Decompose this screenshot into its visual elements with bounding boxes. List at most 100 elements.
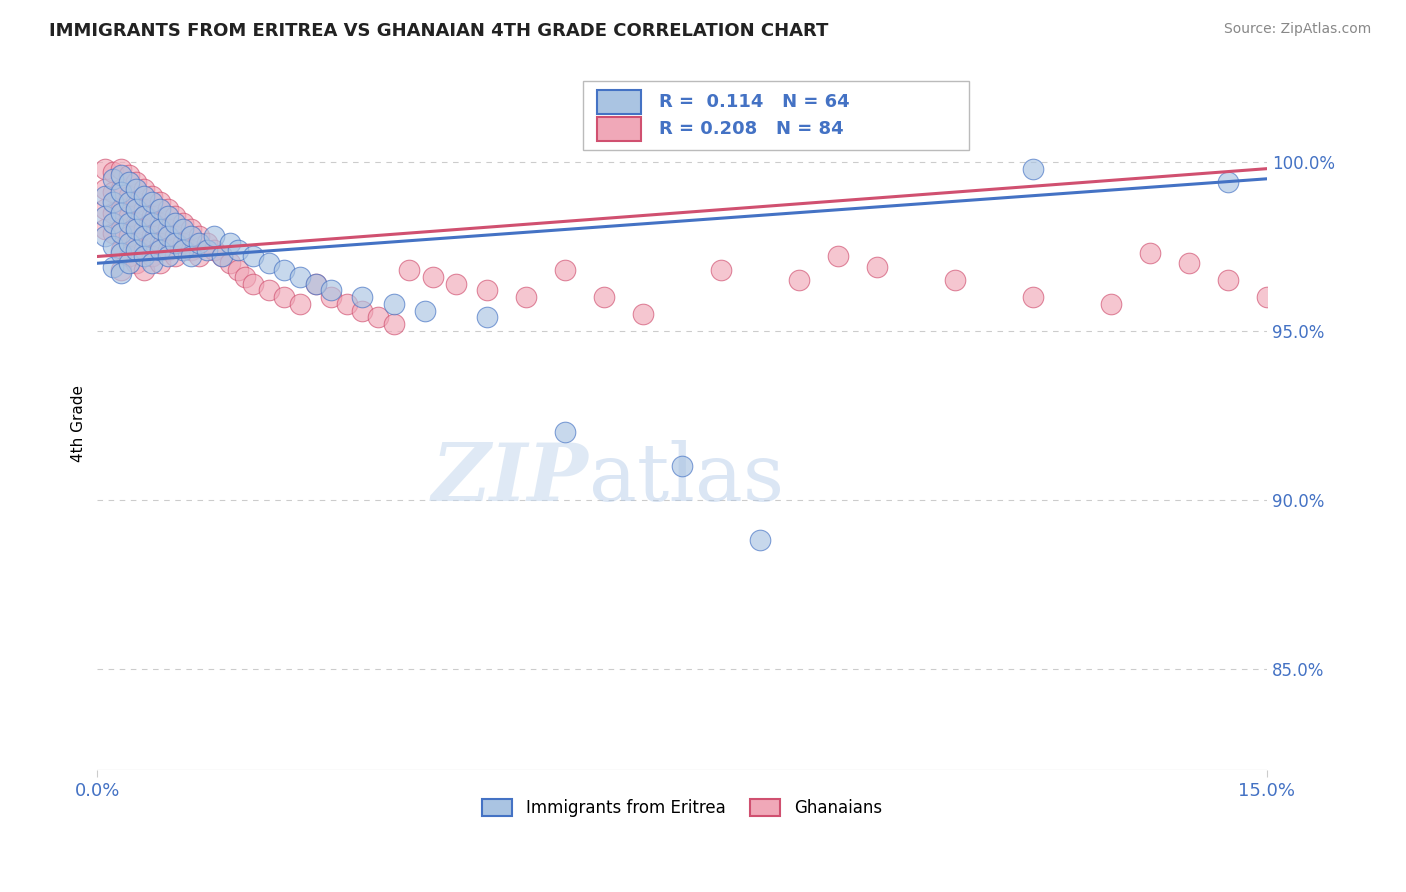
- Point: [180, 250, 202, 264]
- Point: [305, 277, 328, 291]
- Y-axis label: 4th Grade: 4th Grade: [72, 385, 86, 462]
- Point: [94, 229, 117, 244]
- Point: [134, 229, 156, 244]
- Point: [117, 209, 139, 223]
- Point: [149, 195, 172, 210]
- Point: [117, 250, 139, 264]
- Point: [134, 182, 156, 196]
- Point: [219, 235, 242, 250]
- Point: [156, 202, 179, 217]
- Point: [787, 273, 810, 287]
- Point: [101, 186, 124, 200]
- Point: [1022, 161, 1045, 176]
- Point: [141, 235, 163, 250]
- Point: [336, 297, 359, 311]
- Point: [257, 256, 280, 270]
- Point: [156, 222, 179, 236]
- Point: [156, 250, 179, 264]
- Point: [134, 209, 156, 223]
- Point: [101, 171, 124, 186]
- Point: [101, 260, 124, 274]
- Point: [117, 169, 139, 183]
- Point: [134, 263, 156, 277]
- Point: [187, 250, 209, 264]
- Point: [117, 235, 139, 250]
- Point: [943, 273, 966, 287]
- Point: [1256, 290, 1278, 304]
- Point: [94, 209, 117, 223]
- Text: R = 0.208   N = 84: R = 0.208 N = 84: [659, 120, 844, 138]
- Point: [515, 290, 537, 304]
- Point: [305, 277, 328, 291]
- Point: [195, 235, 218, 250]
- Point: [125, 175, 148, 189]
- Point: [226, 243, 249, 257]
- Point: [141, 256, 163, 270]
- Point: [172, 243, 194, 257]
- Point: [125, 195, 148, 210]
- Point: [866, 260, 889, 274]
- Point: [422, 269, 444, 284]
- Point: [710, 263, 733, 277]
- Point: [165, 235, 187, 250]
- Point: [382, 297, 405, 311]
- Bar: [596, 117, 641, 141]
- Point: [110, 205, 132, 219]
- Point: [554, 425, 576, 439]
- Point: [125, 216, 148, 230]
- Point: [149, 202, 172, 217]
- Point: [117, 188, 139, 202]
- Point: [101, 216, 124, 230]
- Point: [172, 222, 194, 236]
- Point: [671, 458, 693, 473]
- Point: [141, 209, 163, 223]
- Point: [352, 303, 374, 318]
- Point: [219, 256, 242, 270]
- Point: [134, 243, 156, 257]
- Point: [149, 222, 172, 236]
- Point: [288, 269, 311, 284]
- Point: [125, 182, 148, 196]
- Point: [149, 243, 172, 257]
- Point: [110, 161, 132, 176]
- Point: [165, 250, 187, 264]
- Point: [125, 243, 148, 257]
- Point: [321, 283, 343, 297]
- Point: [749, 533, 772, 548]
- Point: [257, 283, 280, 297]
- Point: [187, 235, 209, 250]
- Point: [110, 202, 132, 217]
- Point: [477, 283, 499, 297]
- Point: [125, 256, 148, 270]
- Text: IMMIGRANTS FROM ERITREA VS GHANAIAN 4TH GRADE CORRELATION CHART: IMMIGRANTS FROM ERITREA VS GHANAIAN 4TH …: [49, 22, 828, 40]
- Point: [382, 317, 405, 331]
- Point: [367, 310, 389, 325]
- Text: ZIP: ZIP: [432, 441, 589, 518]
- Point: [273, 263, 295, 277]
- Point: [134, 202, 156, 217]
- Point: [94, 182, 117, 196]
- Point: [110, 182, 132, 196]
- Point: [156, 229, 179, 244]
- Point: [202, 229, 225, 244]
- Point: [1139, 246, 1161, 260]
- Point: [1216, 273, 1239, 287]
- Point: [226, 263, 249, 277]
- Point: [321, 290, 343, 304]
- Point: [134, 188, 156, 202]
- Point: [477, 310, 499, 325]
- Point: [172, 235, 194, 250]
- Point: [1178, 256, 1201, 270]
- Point: [110, 186, 132, 200]
- Point: [180, 222, 202, 236]
- Point: [180, 243, 202, 257]
- Text: Source: ZipAtlas.com: Source: ZipAtlas.com: [1223, 22, 1371, 37]
- Point: [165, 229, 187, 244]
- Point: [593, 290, 616, 304]
- Point: [134, 250, 156, 264]
- Point: [827, 250, 849, 264]
- Point: [134, 222, 156, 236]
- Point: [94, 202, 117, 217]
- Point: [125, 235, 148, 250]
- Point: [631, 307, 654, 321]
